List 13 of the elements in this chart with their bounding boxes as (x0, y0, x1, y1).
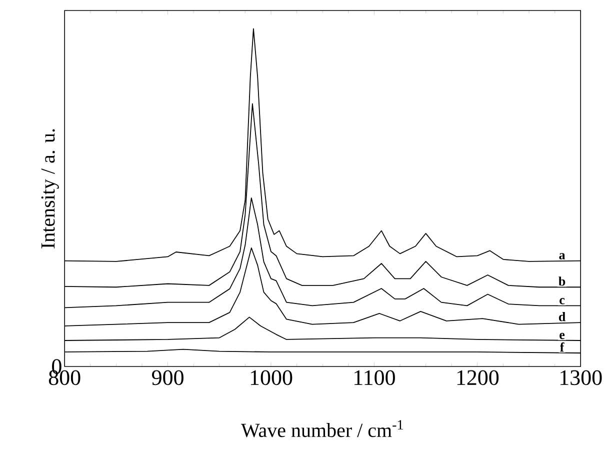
x-axis-title: Wave number / cm$^{-1}$ (240, 420, 403, 438)
y-axis-title: Intensity / a. u. (41, 129, 59, 248)
x-tick-label: 1000 (250, 370, 292, 386)
x-tick-label: 1200 (457, 370, 499, 386)
x-tick-label: 1100 (354, 370, 395, 386)
series-label: d (558, 312, 566, 322)
series-label: a (559, 253, 566, 260)
x-tick-label: 1300 (560, 370, 602, 386)
series-label: f (560, 342, 564, 352)
series-label: c (560, 298, 565, 304)
series-label: e (560, 332, 565, 340)
x-tick-label: 900 (152, 370, 184, 386)
series-label: b (558, 276, 566, 286)
